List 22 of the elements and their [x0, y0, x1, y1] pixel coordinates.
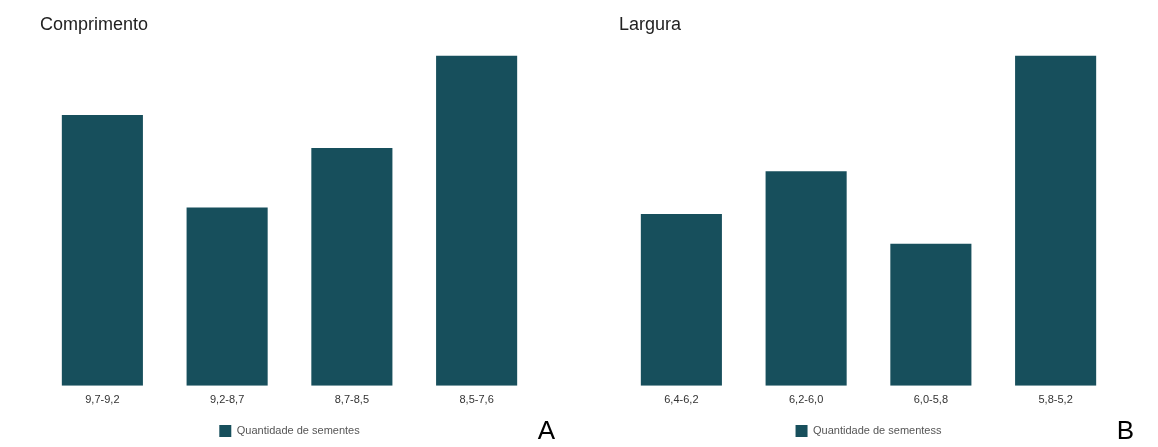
x-tick-label: 6,4-6,2 — [664, 393, 699, 406]
legend-label: Quantidade de sementes — [236, 424, 361, 437]
bar — [890, 243, 972, 386]
bar — [311, 148, 393, 386]
bar — [640, 214, 722, 386]
x-tick-label: 8,5-7,6 — [459, 393, 494, 406]
bar — [436, 55, 518, 386]
bar — [61, 115, 143, 386]
legend-label: Quantidade de sementess — [813, 424, 942, 437]
x-tick-label: 8,7-8,5 — [334, 393, 369, 406]
text: B — [1116, 415, 1134, 446]
x-tick-label: 6,0-5,8 — [913, 393, 948, 406]
x-tick-label: 9,7-9,2 — [85, 393, 120, 406]
chart-title: Largura — [619, 13, 683, 34]
bar — [1015, 55, 1097, 386]
x-tick-label: 5,8-5,2 — [1038, 393, 1073, 406]
text: A — [537, 415, 556, 446]
x-tick-label: 6,2-6,0 — [789, 393, 824, 406]
bar — [186, 207, 268, 386]
x-tick-label: 9,2-8,7 — [210, 393, 245, 406]
chart-title: Comprimento — [40, 13, 149, 34]
bar — [765, 171, 847, 386]
